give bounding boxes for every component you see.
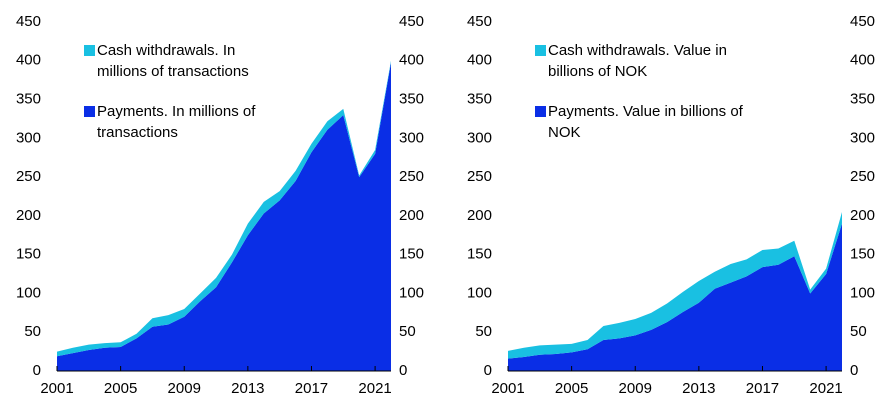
y-tick-label: 400 xyxy=(467,52,492,69)
legend-entry: Cash withdrawals. In millions of transac… xyxy=(97,42,249,80)
x-tick-label: 2021 xyxy=(358,380,391,397)
y-tick-label: 0 xyxy=(33,362,41,379)
y2-tick-label: 400 xyxy=(399,52,424,69)
y2-tick-label: 0 xyxy=(399,362,407,379)
y2-tick-label: 250 xyxy=(850,168,875,185)
y2-tick-label: 300 xyxy=(399,129,424,146)
x-tick-label: 2009 xyxy=(168,380,201,397)
legend-swatch xyxy=(84,45,95,56)
legend-entry: Payments. Value in billions of NOK xyxy=(548,103,743,141)
y2-tick-label: 250 xyxy=(399,168,424,185)
y2-tick-label: 300 xyxy=(850,129,875,146)
x-tick-label: 2005 xyxy=(555,380,588,397)
y-tick-label: 100 xyxy=(16,284,41,301)
x-tick-label: 2017 xyxy=(746,380,779,397)
legend-swatch xyxy=(535,45,546,56)
legend-swatch xyxy=(84,106,95,117)
y-tick-label: 350 xyxy=(467,91,492,108)
x-tick-label: 2005 xyxy=(104,380,137,397)
y-tick-label: 250 xyxy=(467,168,492,185)
y2-tick-label: 100 xyxy=(850,284,875,301)
x-tick-label: 2001 xyxy=(491,380,524,397)
y2-tick-label: 200 xyxy=(850,207,875,224)
y-tick-label: 300 xyxy=(467,129,492,146)
x-tick-label: 2017 xyxy=(295,380,328,397)
y2-tick-label: 50 xyxy=(850,323,867,340)
legend-entry: Payments. In millions of transactions xyxy=(97,103,256,141)
y-tick-label: 150 xyxy=(467,246,492,263)
y-tick-label: 350 xyxy=(16,91,41,108)
legend-label: Cash withdrawals. In millions of transac… xyxy=(97,42,249,80)
legend-entry: Cash withdrawals. Value in billions of N… xyxy=(548,42,727,80)
y-tick-label: 200 xyxy=(467,207,492,224)
y-tick-label: 100 xyxy=(467,284,492,301)
legend-label: Payments. Value in billions of NOK xyxy=(548,103,743,141)
y-tick-label: 200 xyxy=(16,207,41,224)
x-tick-label: 2013 xyxy=(682,380,715,397)
y-tick-label: 250 xyxy=(16,168,41,185)
y2-tick-label: 150 xyxy=(850,246,875,263)
y-tick-label: 50 xyxy=(24,323,41,340)
y-tick-label: 450 xyxy=(16,13,41,30)
y2-tick-label: 350 xyxy=(850,91,875,108)
y2-tick-label: 400 xyxy=(850,52,875,69)
y-tick-label: 0 xyxy=(484,362,492,379)
y2-tick-label: 100 xyxy=(399,284,424,301)
x-tick-label: 2013 xyxy=(231,380,264,397)
y-tick-label: 450 xyxy=(467,13,492,30)
y2-tick-label: 150 xyxy=(399,246,424,263)
x-tick-label: 2009 xyxy=(619,380,652,397)
y-tick-label: 50 xyxy=(475,323,492,340)
y2-tick-label: 0 xyxy=(850,362,858,379)
y2-tick-label: 350 xyxy=(399,91,424,108)
area xyxy=(57,62,391,371)
y2-tick-label: 450 xyxy=(850,13,875,30)
x-tick-label: 2021 xyxy=(809,380,842,397)
area xyxy=(508,223,842,371)
legend-label: Cash withdrawals. Value in billions of N… xyxy=(548,42,727,80)
y-tick-label: 300 xyxy=(16,129,41,146)
y2-tick-label: 200 xyxy=(399,207,424,224)
y-tick-label: 400 xyxy=(16,52,41,69)
x-tick-label: 2001 xyxy=(40,380,73,397)
y-tick-label: 150 xyxy=(16,246,41,263)
legend-label: Payments. In millions of transactions xyxy=(97,103,256,141)
legend-swatch xyxy=(535,106,546,117)
y2-tick-label: 450 xyxy=(399,13,424,30)
y2-tick-label: 50 xyxy=(399,323,416,340)
